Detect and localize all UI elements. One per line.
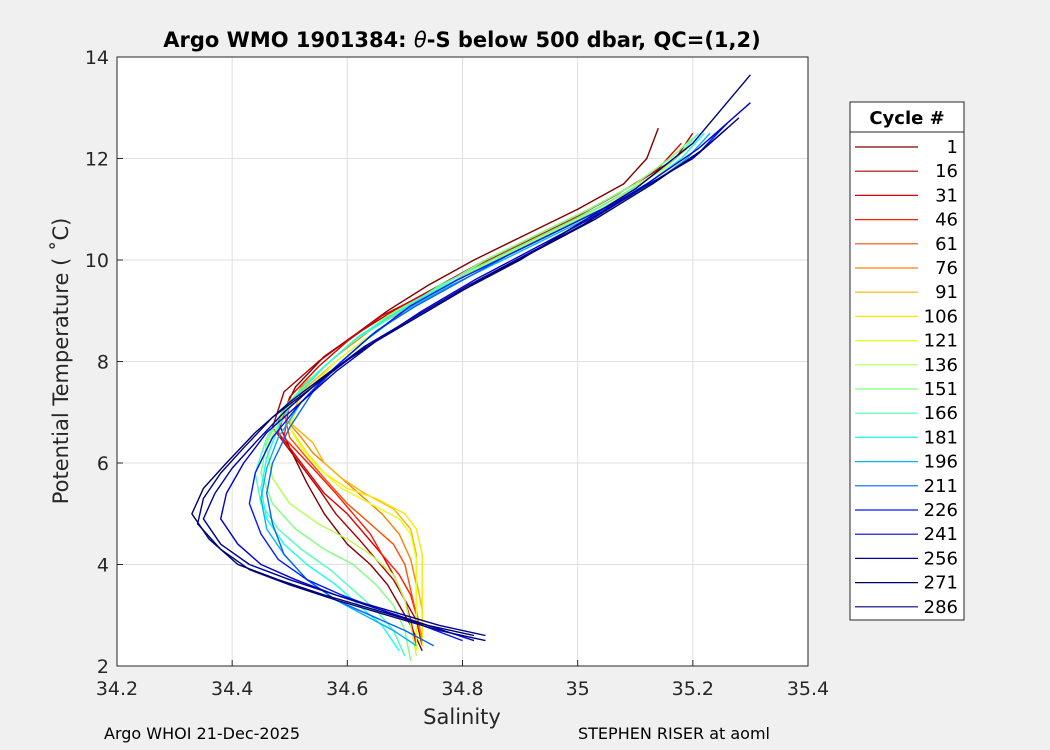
legend-entries: 1 16 31 46 61 76 91 106 121 136 151 166 181 196 211 226… xyxy=(855,137,958,618)
y-tick-label: 12 xyxy=(85,149,109,171)
legend-label: 76 xyxy=(935,258,958,279)
legend-label: 106 xyxy=(924,306,958,327)
footer-left-credit: Argo WHOI 21-Dec-2025 xyxy=(104,724,301,743)
series-line-cycle-31 xyxy=(277,142,682,646)
legend-label: 61 xyxy=(935,234,958,255)
legend-label: 256 xyxy=(924,548,958,569)
x-tick-label: 35.4 xyxy=(787,678,829,700)
y-axis-label: Potential Temperature ( ˚C) xyxy=(49,218,73,505)
legend-label: 91 xyxy=(935,282,958,303)
series-lines xyxy=(191,74,751,662)
series-line-cycle-1 xyxy=(277,127,659,652)
legend-label: 31 xyxy=(935,185,958,206)
legend-label: 241 xyxy=(924,524,958,545)
y-tick-label: 6 xyxy=(97,453,109,475)
legend-label: 136 xyxy=(924,355,958,376)
legend: Cycle # 11631466176911061211361511661811… xyxy=(849,101,965,621)
legend-label: 226 xyxy=(924,500,958,521)
legend-label: 166 xyxy=(924,403,958,424)
legend-label: 1 xyxy=(947,137,958,158)
legend-label: 286 xyxy=(924,597,958,618)
legend-label: 211 xyxy=(924,476,958,497)
legend-label: 16 xyxy=(935,161,958,182)
series-line-cycle-286 xyxy=(196,74,751,642)
legend-title: Cycle # xyxy=(869,108,944,129)
x-tick-label: 34.6 xyxy=(326,678,368,700)
tick-labels: 34.2 34.4 34.6 34.8 35 35.2 35.4 2 4 6 8 10 12 14 xyxy=(85,47,829,700)
x-tick-label: 34.8 xyxy=(441,678,483,700)
legend-label: 181 xyxy=(924,427,958,448)
series-line-cycle-256 xyxy=(202,127,728,637)
x-tick-label: 35.2 xyxy=(672,678,714,700)
legend-label: 196 xyxy=(924,452,958,473)
y-tick-label: 2 xyxy=(97,656,109,678)
x-tick-label: 34.4 xyxy=(211,678,253,700)
x-tick-label: 35 xyxy=(566,678,590,700)
footer-right-credit: STEPHEN RISER at aoml xyxy=(578,724,770,743)
y-tick-label: 4 xyxy=(97,555,109,577)
legend-label: 271 xyxy=(924,573,958,594)
x-axis-label: Salinity xyxy=(423,705,501,729)
y-tick-label: 14 xyxy=(85,47,109,69)
chart-title: Argo WMO 1901384: θ-S below 500 dbar, QC… xyxy=(163,28,760,52)
series-line-cycle-271 xyxy=(191,117,740,637)
x-tick-label: 34.2 xyxy=(96,678,138,700)
legend-label: 46 xyxy=(935,210,958,231)
legend-label: 121 xyxy=(924,331,958,352)
y-tick-label: 8 xyxy=(97,352,109,374)
y-tick-label: 10 xyxy=(85,250,109,272)
legend-label: 151 xyxy=(924,379,958,400)
